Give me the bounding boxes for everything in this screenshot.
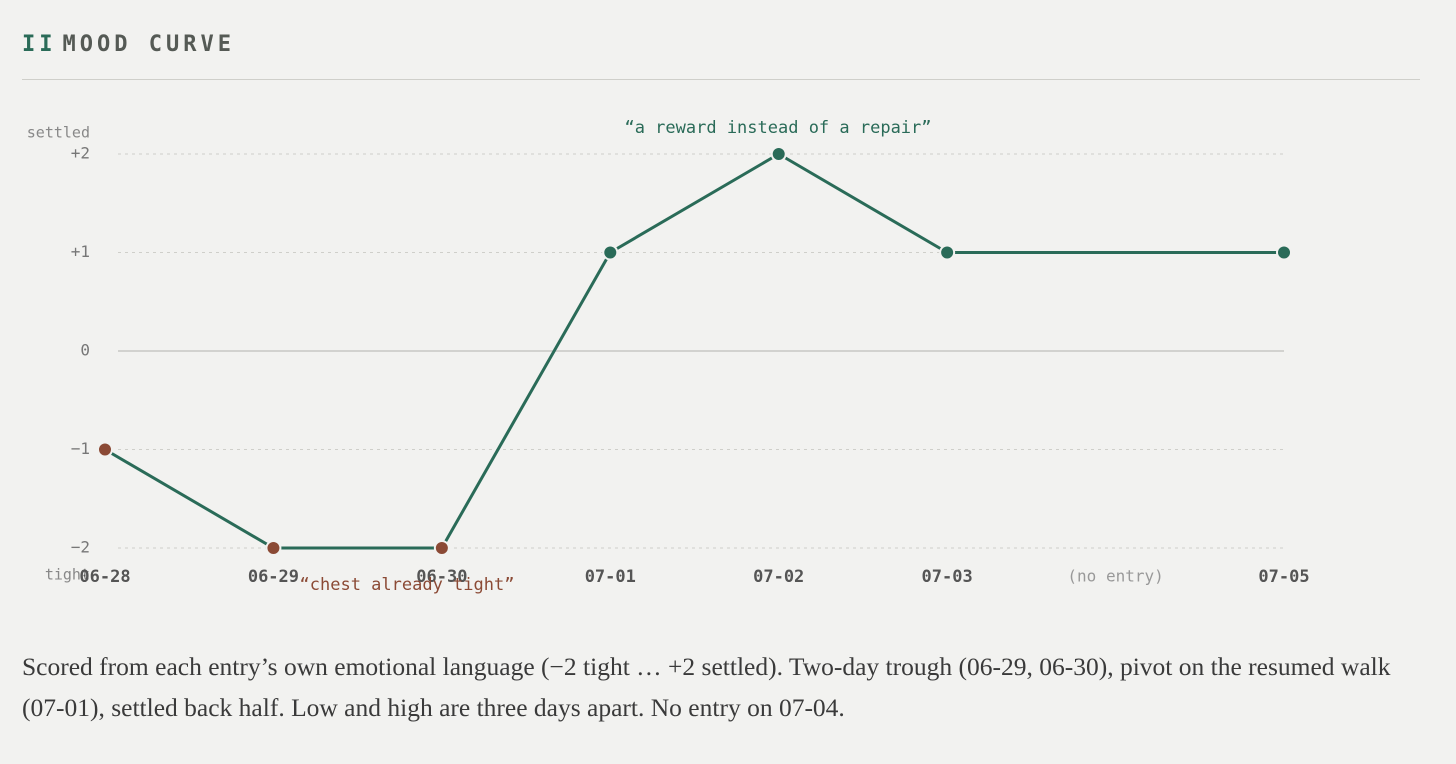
point xyxy=(97,441,113,458)
caption: Scored from each entry’s own emotional l… xyxy=(22,652,1391,722)
annotation: “a reward instead of a repair” xyxy=(624,118,931,138)
point xyxy=(602,244,619,261)
section-numeral: II xyxy=(22,32,57,57)
x-tick-label: 07-01 xyxy=(585,567,636,587)
point xyxy=(939,244,956,261)
x-tick-label: 06-29 xyxy=(248,567,299,587)
line-segment xyxy=(103,448,275,550)
x-tick-label: 06-30 xyxy=(416,567,467,587)
y-top-label: settled xyxy=(27,124,90,142)
x-tick-label: 07-02 xyxy=(753,567,804,587)
divider xyxy=(22,79,1420,80)
annotation: “chest already tight” xyxy=(300,575,515,595)
line-segment xyxy=(440,251,612,550)
y-tick-label: −1 xyxy=(71,439,90,458)
x-tick-label: (no entry) xyxy=(1067,567,1163,586)
y-tick-label: +2 xyxy=(71,144,90,163)
y-tick-label: −2 xyxy=(71,538,90,557)
point xyxy=(1276,244,1292,261)
y-bottom-label: tight xyxy=(45,566,90,584)
point xyxy=(265,540,282,556)
line-segment xyxy=(777,152,949,254)
x-tick-label: 07-03 xyxy=(922,567,973,587)
y-tick-label: 0 xyxy=(80,341,90,360)
y-tick-label: +1 xyxy=(71,242,90,261)
point xyxy=(770,146,787,162)
line-segment xyxy=(608,152,781,254)
x-tick-label: 07-05 xyxy=(1258,567,1309,587)
point xyxy=(433,540,450,556)
x-tick-label: 06-28 xyxy=(79,567,130,587)
section-title: MOOD CURVE xyxy=(62,32,235,57)
section-heading: II MOOD CURVE xyxy=(22,32,235,57)
